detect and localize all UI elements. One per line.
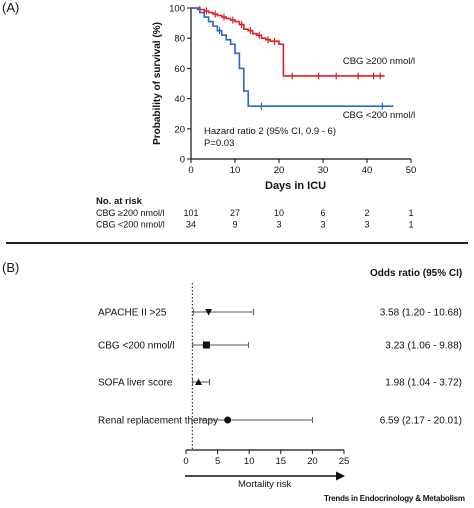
forest-x-tick-label: 0: [183, 456, 188, 467]
km-y-tick-label: 40: [174, 94, 185, 105]
km-line-low-cbg: [191, 7, 394, 107]
risk-count: 3: [320, 220, 325, 230]
risk-count: 101: [183, 208, 198, 218]
km-annotation-hazard: Hazard ratio 2 (95% CI, 0.9 - 6): [204, 126, 336, 137]
risk-count: 34: [186, 220, 196, 230]
risk-count: 3: [276, 220, 281, 230]
km-legend-high-cbg: CBG ≥200 nmol/l: [343, 56, 415, 67]
panel-divider: [6, 242, 468, 244]
odds-ratio-header: Odds ratio (95% CI): [370, 268, 463, 279]
km-y-axis-label: Probability of survival (%): [152, 22, 163, 145]
forest-x-tick-label: 15: [276, 456, 287, 467]
forest-row-label: APACHE II >25: [98, 308, 167, 319]
risk-row-label: CBG <200 nmol/l: [96, 220, 165, 230]
risk-count: 1: [408, 208, 413, 218]
forest-x-tick-label: 5: [215, 456, 220, 467]
km-xlabel: Days in ICU: [265, 180, 327, 192]
forest-row-ci-text: 3.23 (1.06 - 9.88): [385, 341, 462, 352]
forest-row-ci-text: 3.58 (1.20 - 10.68): [380, 308, 462, 319]
risk-row-label: CBG ≥200 nmol/l: [96, 208, 164, 218]
forest-row-label: SOFA liver score: [98, 378, 173, 389]
panel-b-label: (B): [2, 260, 20, 275]
mortality-risk-arrow-head: [336, 471, 345, 481]
forest-x-tick-label: 10: [244, 456, 255, 467]
panel-a-label: (A): [2, 0, 20, 15]
km-annotation-pvalue: P=0.03: [204, 138, 235, 149]
km-x-tick-label: 20: [274, 165, 285, 176]
forest-x-tick-label: 25: [339, 456, 350, 467]
forest-point-triangle-up: [195, 378, 203, 385]
km-y-tick-label: 100: [169, 4, 185, 15]
km-y-tick-label: 60: [174, 64, 185, 75]
km-legend-low-cbg: CBG <200 nmol/l: [343, 110, 416, 121]
km-x-tick-label: 40: [362, 165, 373, 176]
risk-count: 3: [364, 220, 369, 230]
km-y-tick-label: 80: [174, 34, 185, 45]
risk-count: 10: [274, 208, 284, 218]
forest-x-tick-label: 20: [307, 456, 318, 467]
km-line-high-cbg: [191, 7, 385, 77]
risk-count: 27: [230, 208, 240, 218]
km-x-tick-label: 50: [406, 165, 417, 176]
risk-table-title: No. at risk: [96, 196, 142, 207]
forest-point-triangle-down: [205, 309, 213, 316]
forest-xlabel: Mortality risk: [238, 479, 292, 490]
km-x-tick-label: 30: [318, 165, 329, 176]
risk-count: 9: [232, 220, 237, 230]
forest-point-circle: [224, 416, 232, 424]
forest-row-label: Renal replacement therapy: [98, 416, 218, 427]
km-y-tick-label: 20: [174, 124, 185, 135]
risk-count: 6: [320, 208, 325, 218]
forest-row-ci-text: 1.98 (1.04 - 3.72): [385, 378, 462, 389]
risk-count: 2: [364, 208, 369, 218]
risk-count: 1: [408, 220, 413, 230]
km-x-tick-label: 0: [188, 165, 193, 176]
km-y-tick-label: 0: [180, 155, 185, 166]
forest-row-label: CBG <200 nmol/l: [98, 341, 174, 352]
km-x-tick-label: 10: [230, 165, 241, 176]
brand-label: Trends in Endocrinology & Metabolism: [324, 494, 465, 503]
forest-row-ci-text: 6.59 (2.17 - 20.01): [380, 416, 462, 427]
forest-point-square: [202, 341, 210, 349]
